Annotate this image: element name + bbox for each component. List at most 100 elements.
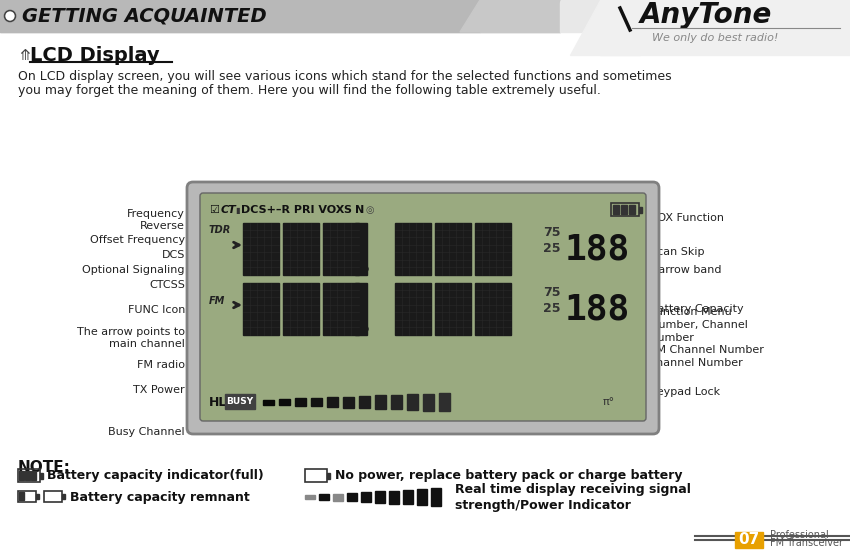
Bar [407,394,418,410]
Bar [0,0,560,32]
Bar [40,473,43,479]
Bar [395,283,431,335]
Text: BUSY: BUSY [226,397,253,407]
Bar [25,471,30,480]
Bar [391,395,402,409]
Bar [283,283,319,335]
Bar [62,494,65,499]
Bar [44,491,62,502]
Polygon shape [460,0,560,32]
FancyBboxPatch shape [200,193,646,421]
Text: Real time display receiving signal: Real time display receiving signal [455,483,691,495]
Text: Offset Frequency: Offset Frequency [90,235,185,245]
Bar [621,205,627,214]
Text: N: N [355,205,365,215]
Text: FM: FM [209,296,225,306]
Text: Optional Signaling: Optional Signaling [82,265,185,275]
Polygon shape [570,0,640,55]
Bar [263,399,274,404]
Text: 75: 75 [543,287,560,300]
Bar [18,469,40,482]
Bar [560,0,850,32]
Text: Number, Channel: Number, Channel [650,320,748,330]
Bar [225,394,255,409]
Bar [735,532,763,548]
Text: main channel: main channel [109,339,185,349]
Text: Keypad Lock: Keypad Lock [650,387,720,397]
Text: No power, replace battery pack or charge battery: No power, replace battery pack or charge… [335,469,683,483]
Text: GETTING ACQUAINTED: GETTING ACQUAINTED [22,7,267,25]
Circle shape [4,10,15,21]
Text: Battery Capacity: Battery Capacity [650,304,744,314]
Text: AnyTone: AnyTone [640,1,773,29]
Circle shape [362,326,368,332]
Text: The arrow points to: The arrow points to [77,327,185,337]
Text: Number: Number [650,333,694,343]
Text: FM Channel Number: FM Channel Number [650,345,764,355]
Text: Battery capacity indicator(full): Battery capacity indicator(full) [47,469,264,483]
Bar [19,471,24,480]
Text: ◎: ◎ [366,205,375,215]
Text: We only do best radio!: We only do best radio! [652,33,779,43]
Text: Busy Channel: Busy Channel [108,427,185,437]
Bar [395,223,431,275]
Text: TX Power: TX Power [133,385,185,395]
Bar [629,205,635,214]
Text: HL: HL [209,396,227,408]
Bar [295,398,306,406]
Bar [435,223,471,275]
Text: Reverse: Reverse [140,221,185,231]
Text: 25: 25 [543,302,560,316]
Text: 188: 188 [565,232,630,266]
Bar [600,0,850,55]
Bar [311,398,322,406]
Text: DCS+–R PRI VOX: DCS+–R PRI VOX [241,205,344,215]
Text: FM radio: FM radio [137,360,185,370]
Bar [347,493,357,501]
Text: CT: CT [221,205,237,215]
Text: you may forget the meaning of them. Here you will find the following table extre: you may forget the meaning of them. Here… [18,84,601,97]
Text: 25: 25 [543,242,560,256]
Text: DCS: DCS [162,250,185,260]
Bar [243,283,279,335]
Text: π°: π° [603,397,615,407]
Bar [403,490,413,504]
Bar [305,469,327,482]
Text: channel Number: channel Number [650,358,743,368]
Text: ▮: ▮ [235,206,240,214]
Text: FUNC Icon: FUNC Icon [128,305,185,315]
Text: 07: 07 [739,532,760,548]
Bar [19,492,24,500]
Bar [333,494,343,500]
Bar [327,397,338,407]
Bar [355,283,367,335]
Text: Frequency: Frequency [128,209,185,219]
Bar [417,489,427,505]
Text: On LCD display screen, you will see various icons which stand for the selected f: On LCD display screen, you will see vari… [18,70,672,83]
Bar [435,283,471,335]
Bar [423,393,434,410]
Bar [355,223,367,275]
Bar [639,207,642,213]
Bar [375,395,386,409]
Bar [361,492,371,502]
Bar [359,396,370,408]
Bar [323,223,359,275]
Bar [319,494,329,500]
Text: CTCSS: CTCSS [149,280,185,290]
Text: 75: 75 [543,226,560,240]
Bar [480,0,560,32]
Bar [305,495,315,499]
Text: Professional: Professional [770,530,829,540]
Bar [283,223,319,275]
Text: ⤊: ⤊ [18,48,31,63]
Text: VOX Function: VOX Function [650,213,724,223]
Bar [475,283,511,335]
Bar [279,399,290,405]
Text: 188: 188 [565,292,630,326]
Text: strength/Power Indicator: strength/Power Indicator [455,499,631,511]
Text: ☑: ☑ [209,205,219,215]
Bar [389,490,399,504]
Bar [375,491,385,503]
Text: LCD Display: LCD Display [30,46,160,65]
